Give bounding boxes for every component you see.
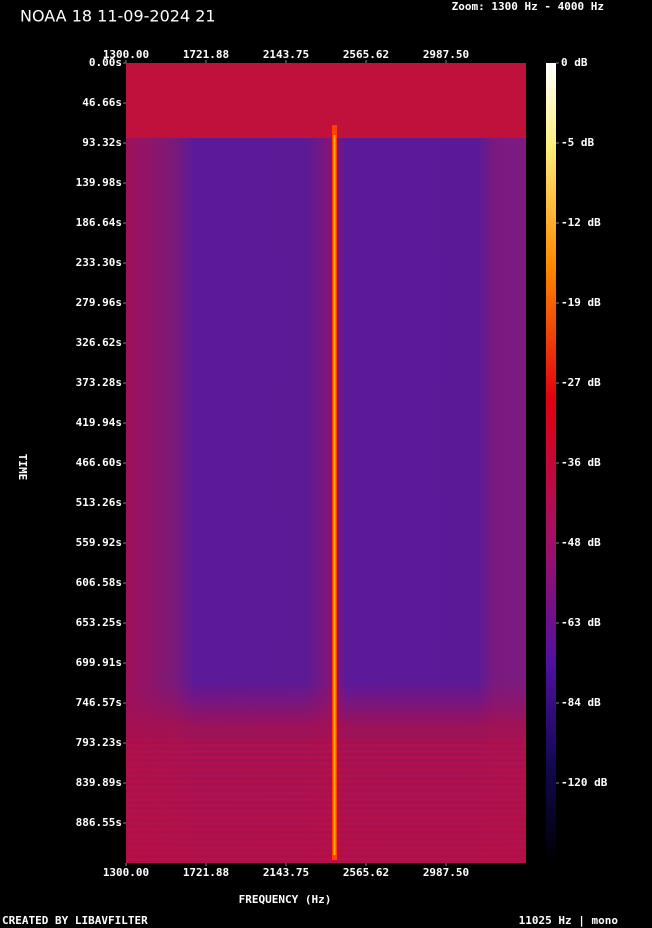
y-tick-label: 373.28s bbox=[76, 376, 122, 389]
colorbar bbox=[546, 63, 556, 863]
footer-right: 11025 Hz | mono bbox=[519, 914, 619, 927]
y-tick-label: 0.00s bbox=[89, 56, 122, 69]
y-tick-label: 559.92s bbox=[76, 536, 122, 549]
x-axis-label: FREQUENCY (Hz) bbox=[239, 893, 332, 906]
y-tick-label: 139.98s bbox=[76, 176, 122, 189]
x-tick-label: 1300.00 bbox=[103, 48, 149, 61]
y-tick-label: 93.32s bbox=[82, 136, 122, 149]
y-tick-label: 233.30s bbox=[76, 256, 122, 269]
x-tick-label: 2565.62 bbox=[343, 48, 389, 61]
y-axis-label: TIME bbox=[16, 454, 29, 481]
colorbar-tick-label: -12 dB bbox=[561, 216, 601, 229]
colorbar-tick-label: -27 dB bbox=[561, 376, 601, 389]
y-tick-label: 46.66s bbox=[82, 96, 122, 109]
y-tick-label: 279.96s bbox=[76, 296, 122, 309]
colorbar-tick-label: -63 dB bbox=[561, 616, 601, 629]
y-tick-label: 793.23s bbox=[76, 736, 122, 749]
chart-title: NOAA 18 11-09-2024 21 bbox=[20, 7, 216, 26]
y-tick-label: 653.25s bbox=[76, 616, 122, 629]
y-tick-label: 513.26s bbox=[76, 496, 122, 509]
x-tick-label: 2143.75 bbox=[263, 866, 309, 879]
y-tick-label: 326.62s bbox=[76, 336, 122, 349]
x-tick-label: 1300.00 bbox=[103, 866, 149, 879]
colorbar-tick-label: -84 dB bbox=[561, 696, 601, 709]
y-tick-label: 886.55s bbox=[76, 816, 122, 829]
x-tick-label: 2143.75 bbox=[263, 48, 309, 61]
colorbar-tick-label: -48 dB bbox=[561, 536, 601, 549]
y-tick-label: 466.60s bbox=[76, 456, 122, 469]
y-tick-label: 606.58s bbox=[76, 576, 122, 589]
x-tick-label: 2565.62 bbox=[343, 866, 389, 879]
footer-left: CREATED BY LIBAVFILTER bbox=[2, 914, 148, 927]
y-tick-label: 839.89s bbox=[76, 776, 122, 789]
x-tick-label: 2987.50 bbox=[423, 866, 469, 879]
spectrogram bbox=[126, 63, 526, 863]
zoom-label: Zoom: 1300 Hz - 4000 Hz bbox=[452, 0, 604, 13]
colorbar-tick-label: -19 dB bbox=[561, 296, 601, 309]
colorbar-tick-label: -36 dB bbox=[561, 456, 601, 469]
x-tick-label: 1721.88 bbox=[183, 866, 229, 879]
colorbar-tick-label: 0 dB bbox=[561, 56, 588, 69]
x-tick-label: 2987.50 bbox=[423, 48, 469, 61]
y-tick-label: 419.94s bbox=[76, 416, 122, 429]
colorbar-tick-label: -120 dB bbox=[561, 776, 608, 789]
x-tick-label: 1721.88 bbox=[183, 48, 229, 61]
y-tick-label: 746.57s bbox=[76, 696, 122, 709]
colorbar-tick-label: -5 dB bbox=[561, 136, 594, 149]
y-tick-label: 699.91s bbox=[76, 656, 122, 669]
y-tick-label: 186.64s bbox=[76, 216, 122, 229]
